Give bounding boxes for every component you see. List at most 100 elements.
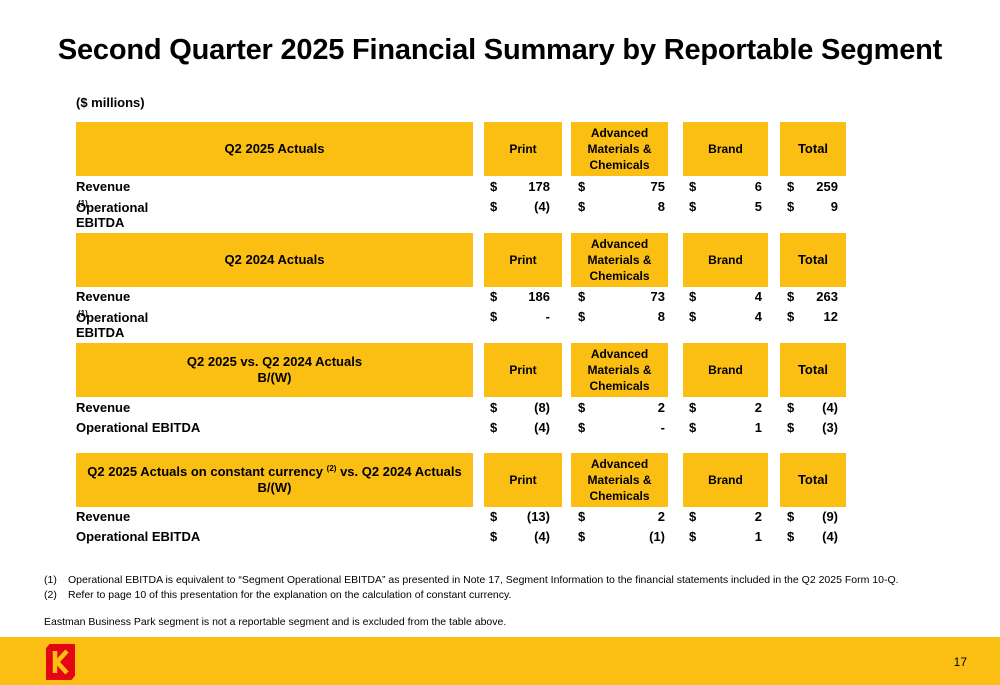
currency-symbol: $ [490, 420, 498, 435]
brand-value: 1 [754, 529, 762, 544]
column-header-total: Total [780, 233, 846, 287]
currency-symbol: $ [787, 179, 795, 194]
currency-symbol: $ [689, 529, 697, 544]
amc-value: 75 [650, 179, 665, 194]
table-row: Revenue $178 $75 $6 $259 [76, 178, 846, 198]
total-value: 9 [830, 199, 838, 214]
footnote-number: (1) [44, 574, 57, 586]
section-header: Q2 2025 vs. Q2 2024 Actuals B/(W) Print A… [76, 343, 846, 397]
table-row: Revenue $ (13) $2 $2 $ (9) [76, 508, 846, 528]
print-value: 178 [528, 179, 550, 194]
currency-symbol: $ [578, 179, 586, 194]
column-header-total: Total [780, 453, 846, 507]
section-title: Q2 2025 vs. Q2 2024 Actuals B/(W) [76, 343, 473, 397]
total-value: 259 [816, 179, 838, 194]
currency-symbol: $ [787, 420, 795, 435]
section-title: Q2 2025 Actuals on constant currency (2)… [76, 453, 473, 507]
currency-symbol: $ [689, 309, 697, 324]
section-title: Q2 2025 Actuals [76, 122, 473, 176]
column-header-print: Print [484, 233, 562, 287]
total-value: 12 [823, 309, 838, 324]
column-header-total: Total [780, 122, 846, 176]
currency-symbol: $ [490, 179, 498, 194]
amc-value: (1) [649, 529, 665, 544]
page-number: 17 [953, 655, 967, 669]
amc-value: 2 [657, 400, 665, 415]
footnote: (2) Refer to page 10 of this presentatio… [44, 588, 899, 603]
currency-symbol: $ [689, 199, 697, 214]
column-header-amc: Advanced Materials & Chemicals [571, 122, 668, 176]
column-header-total: Total [780, 343, 846, 397]
section-title: Q2 2024 Actuals [76, 233, 473, 287]
brand-value: 4 [754, 289, 762, 304]
currency-symbol: $ [689, 289, 697, 304]
row-label: Revenue [76, 509, 131, 524]
currency-symbol: $ [787, 509, 795, 524]
row-label: Operational EBITDA (1) [76, 199, 149, 231]
brand-value: 6 [754, 179, 762, 194]
footnote-ref: (1) [78, 309, 88, 318]
print-value: (4) [534, 199, 550, 214]
print-value: (13) [526, 509, 550, 524]
currency-symbol: $ [689, 509, 697, 524]
currency-symbol: $ [490, 309, 498, 324]
currency-symbol: $ [787, 289, 795, 304]
footnote-ref: (2) [326, 464, 337, 473]
footnote-text: Refer to page 10 of this presentation fo… [68, 589, 512, 601]
column-header-brand: Brand [683, 122, 768, 176]
table-row: Operational EBITDA $ (4) $ - $1 $ (3) [76, 419, 846, 439]
row-label: Revenue [76, 289, 131, 304]
row-label: Operational EBITDA [76, 420, 201, 435]
column-header-brand: Brand [683, 453, 768, 507]
column-header-amc: Advanced Materials & Chemicals [571, 233, 668, 287]
footnote-text: Operational EBITDA is equivalent to “Seg… [68, 574, 899, 586]
brand-value: 2 [754, 400, 762, 415]
footnotes: (1) Operational EBITDA is equivalent to … [44, 573, 899, 603]
section-header: Q2 2025 Actuals on constant currency (2)… [76, 453, 846, 507]
currency-symbol: $ [787, 400, 795, 415]
amc-value: 2 [657, 509, 665, 524]
print-value: (8) [534, 400, 550, 415]
amc-value: - [660, 420, 665, 435]
currency-symbol: $ [490, 199, 498, 214]
column-header-print: Print [484, 122, 562, 176]
disclaimer-text: Eastman Business Park segment is not a r… [44, 616, 507, 628]
table-row: Revenue $ (8) $2 $2 $ (4) [76, 399, 846, 419]
currency-symbol: $ [787, 199, 795, 214]
table-row: Operational EBITDA (1) $ - $8 $4 $12 [76, 308, 846, 341]
row-label: Revenue [76, 400, 131, 415]
row-label: Operational EBITDA (1) [76, 309, 149, 341]
currency-symbol: $ [578, 400, 586, 415]
total-value: (4) [822, 529, 838, 544]
footnote-number: (2) [44, 589, 57, 601]
currency-symbol: $ [578, 289, 586, 304]
row-label: Revenue [76, 179, 131, 194]
print-value: - [545, 309, 550, 324]
section-subtitle: B/(W) [257, 370, 292, 385]
print-value: (4) [534, 529, 550, 544]
column-header-amc: Advanced Materials & Chemicals [571, 343, 668, 397]
brand-value: 4 [754, 309, 762, 324]
section-q2-2025-vs-q2-2024: Q2 2025 vs. Q2 2024 Actuals B/(W) Print A… [76, 343, 846, 439]
section-subtitle: B/(W) [257, 480, 292, 495]
print-value: (4) [534, 420, 550, 435]
table-row: Revenue $186 $73 $4 $263 [76, 288, 846, 308]
currency-symbol: $ [578, 420, 586, 435]
currency-symbol: $ [578, 309, 586, 324]
currency-symbol: $ [787, 529, 795, 544]
section-constant-currency: Q2 2025 Actuals on constant currency (2)… [76, 453, 846, 548]
currency-symbol: $ [490, 509, 498, 524]
currency-symbol: $ [578, 529, 586, 544]
column-header-brand: Brand [683, 233, 768, 287]
print-value: 186 [528, 289, 550, 304]
amc-value: 8 [657, 309, 665, 324]
section-header: Q2 2024 Actuals Print Advanced Materials… [76, 233, 846, 287]
kodak-logo-icon [46, 644, 75, 680]
currency-symbol: $ [578, 509, 586, 524]
currency-symbol: $ [490, 529, 498, 544]
footnote-ref: (1) [78, 199, 88, 208]
footnote: (1) Operational EBITDA is equivalent to … [44, 573, 899, 588]
amc-value: 73 [650, 289, 665, 304]
section-q2-2024-actuals: Q2 2024 Actuals Print Advanced Materials… [76, 233, 846, 341]
column-header-brand: Brand [683, 343, 768, 397]
